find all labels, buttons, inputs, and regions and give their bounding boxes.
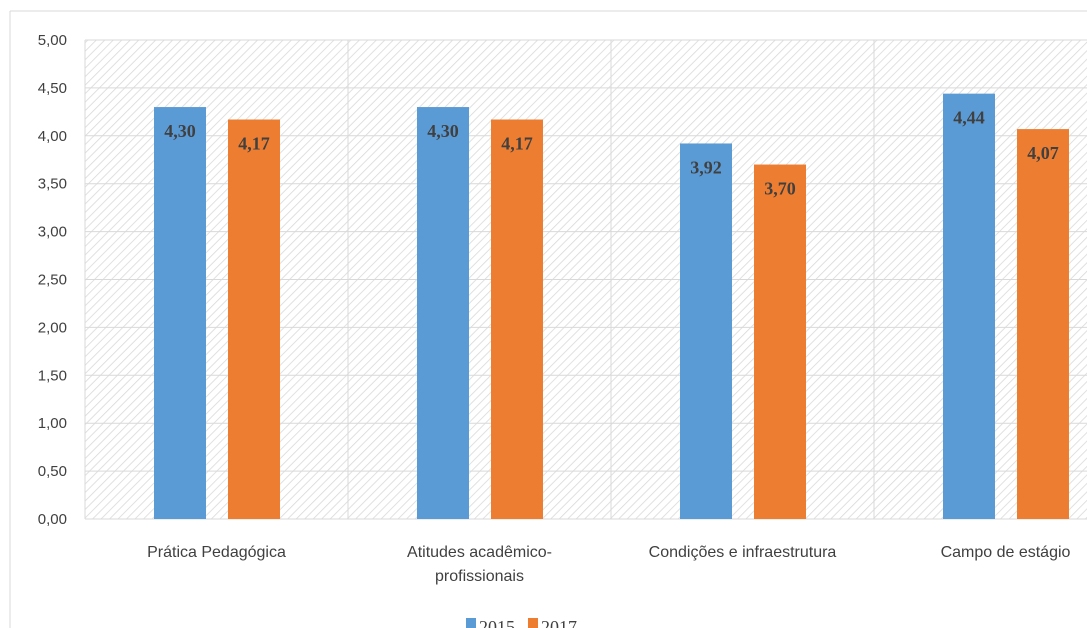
bar-2015 — [417, 107, 469, 519]
data-label: 3,70 — [764, 179, 796, 199]
y-tick-label: 3,50 — [38, 176, 67, 193]
legend-label: 2017 — [541, 617, 577, 628]
y-tick-label: 2,50 — [38, 272, 67, 289]
y-tick-label: 2,00 — [38, 319, 67, 336]
data-label: 4,07 — [1027, 143, 1059, 163]
data-label: 4,44 — [953, 108, 985, 128]
y-tick-label: 4,00 — [38, 128, 67, 145]
bars — [154, 93, 1069, 520]
bar-2017 — [754, 164, 806, 520]
x-category-label: Atitudes acadêmico- — [407, 544, 552, 561]
x-category-label: Prática Pedagógica — [147, 544, 286, 561]
bar-2017 — [228, 119, 280, 519]
y-tick-label: 0,50 — [38, 463, 67, 480]
bar-2015 — [680, 143, 732, 520]
y-axis: 0,00 0,50 1,00 1,50 2,00 2,50 3,00 3,50 4,00 4,50… — [38, 32, 67, 528]
x-axis: Prática Pedagógica Atitudes acadêmico-pro… — [147, 544, 1070, 585]
bar-2015 — [154, 107, 206, 519]
bar-2017 — [491, 119, 543, 519]
data-label: 4,30 — [164, 121, 196, 141]
y-tick-label: 3,00 — [38, 224, 67, 241]
legend: 2015 2017 — [466, 617, 577, 628]
y-tick-label: 1,50 — [38, 367, 67, 384]
legend-swatch — [528, 618, 538, 628]
data-label: 4,17 — [501, 134, 533, 154]
data-label: 3,92 — [690, 157, 722, 177]
bar-2015 — [943, 93, 995, 519]
data-label: 4,17 — [238, 134, 270, 154]
x-category-label: Campo de estágio — [941, 544, 1071, 561]
legend-swatch — [466, 618, 476, 628]
y-tick-label: 1,00 — [38, 415, 67, 432]
data-labels: 4,30 4,30 3,92 4,44 4,17 4,17 3,70 4,07 — [164, 108, 1059, 199]
x-category-label: profissionais — [435, 568, 524, 585]
x-category-label: Condições e infraestrutura — [649, 544, 837, 561]
y-tick-label: 0,00 — [38, 511, 67, 528]
y-tick-label: 5,00 — [38, 32, 67, 49]
legend-label: 2015 — [479, 617, 515, 628]
y-tick-label: 4,50 — [38, 80, 67, 97]
bar-2017 — [1017, 129, 1069, 519]
data-label: 4,30 — [427, 121, 459, 141]
